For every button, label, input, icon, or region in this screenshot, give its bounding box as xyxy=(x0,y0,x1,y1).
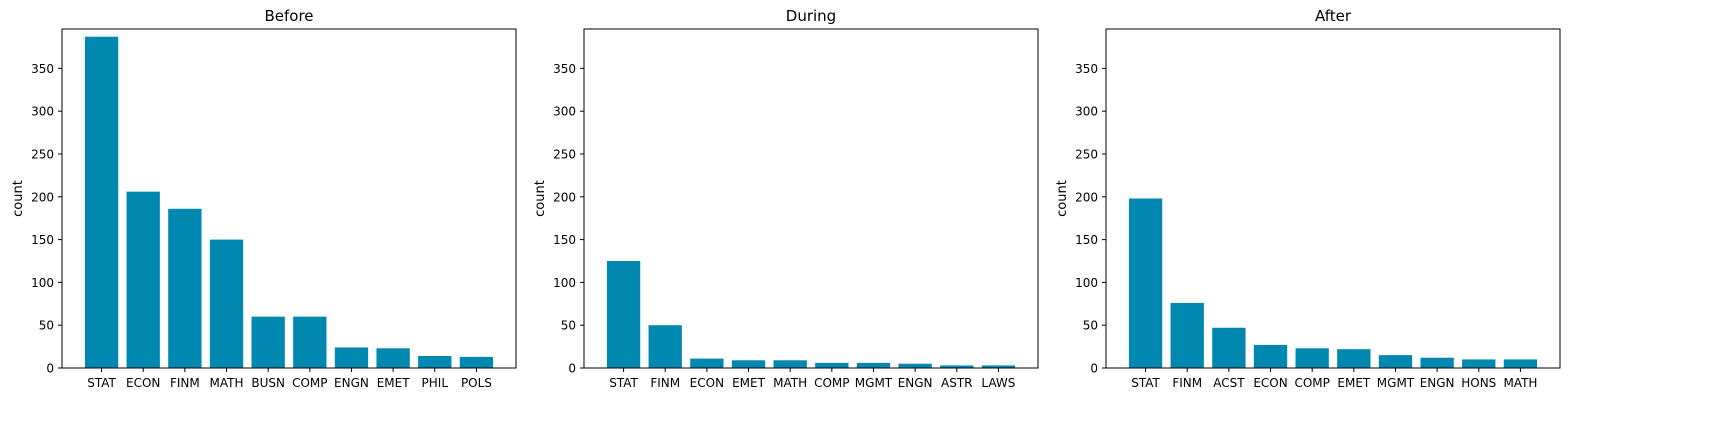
bar-hons xyxy=(1462,359,1496,368)
x-tick-label: COMP xyxy=(1294,376,1329,390)
bar-engn xyxy=(334,347,369,368)
y-tick-label: 200 xyxy=(31,190,54,204)
bar-mgmt xyxy=(1378,355,1413,368)
bar-emet xyxy=(731,360,766,368)
bar-econ xyxy=(126,191,160,368)
bar-math xyxy=(209,239,244,368)
bar-stat xyxy=(1128,198,1163,368)
y-tick-label: 100 xyxy=(1075,276,1098,290)
y-tick-label: 50 xyxy=(561,319,576,333)
bar-busn xyxy=(251,316,285,368)
x-tick-label: ACST xyxy=(1213,376,1245,390)
bar-engn xyxy=(1420,357,1454,368)
x-tick-label: STAT xyxy=(87,376,116,390)
x-tick-label: MATH xyxy=(773,376,807,390)
y-tick-label: 100 xyxy=(31,276,54,290)
x-tick-label: ECON xyxy=(1253,376,1287,390)
chart-panel-during: During count STAT FINM ECON EMET MATH COMP MGM… xyxy=(533,7,1039,390)
x-tick-label: FINM xyxy=(1172,376,1202,390)
y-tick-label: 200 xyxy=(1075,190,1098,204)
y-axis-label: count xyxy=(1055,180,1070,217)
chart-title: Before xyxy=(264,7,313,25)
plot-frame xyxy=(61,28,517,369)
x-tick-label: ENGN xyxy=(898,376,933,390)
chart-panel-after: After count STAT FINM ACST ECON COMP EMET MGMT… xyxy=(1055,7,1561,390)
x-tick-label: ASTR xyxy=(941,376,973,390)
x-tick-label: MATH xyxy=(210,376,244,390)
y-tick-label: 350 xyxy=(31,62,54,76)
chart-title: During xyxy=(786,7,836,25)
bar-finm xyxy=(1170,302,1204,368)
chart-panel-before: Before count STAT ECON FINM MATH BUSN COMP ENG… xyxy=(11,7,517,390)
y-tick-label: 350 xyxy=(1075,62,1098,76)
bar-econ xyxy=(690,358,724,368)
x-tick-label: FINM xyxy=(650,376,680,390)
bar-econ xyxy=(1253,344,1288,368)
y-tick-label: 150 xyxy=(1075,233,1098,247)
x-tick-label: ENGN xyxy=(334,376,369,390)
bar-stat xyxy=(84,36,119,369)
y-tick-label: 0 xyxy=(568,362,576,376)
x-tick-label: MATH xyxy=(1503,376,1537,390)
x-tick-label: BUSN xyxy=(251,376,285,390)
y-tick-label: 0 xyxy=(1090,362,1098,376)
x-tick-label: STAT xyxy=(1131,376,1160,390)
y-tick-label: 250 xyxy=(553,147,576,161)
y-tick-label: 150 xyxy=(553,233,576,247)
bar-acst xyxy=(1212,327,1246,368)
x-tick-label: COMP xyxy=(814,376,849,390)
x-tick-label: MGMT xyxy=(855,376,893,390)
y-axis-label: count xyxy=(11,180,26,217)
x-tick-label: ECON xyxy=(690,376,724,390)
x-tick-label: HONS xyxy=(1461,376,1496,390)
y-tick-label: 250 xyxy=(31,147,54,161)
bar-laws xyxy=(981,365,1016,368)
bar-phil xyxy=(418,356,452,368)
bar-comp xyxy=(1295,348,1329,368)
x-tick-label: EMET xyxy=(732,376,766,390)
y-tick-label: 300 xyxy=(31,105,54,119)
bar-emet xyxy=(376,348,410,368)
bar-math xyxy=(773,360,807,368)
bar-pols xyxy=(459,356,494,368)
y-tick-label: 300 xyxy=(553,105,576,119)
y-tick-label: 350 xyxy=(553,62,576,76)
plot-frame xyxy=(1105,28,1561,369)
x-tick-label: ECON xyxy=(126,376,160,390)
x-tick-label: STAT xyxy=(609,376,638,390)
y-tick-label: 50 xyxy=(1083,319,1098,333)
x-tick-label: EMET xyxy=(377,376,411,390)
bar-finm xyxy=(168,208,202,368)
y-tick-label: 100 xyxy=(553,276,576,290)
x-tick-label: LAWS xyxy=(981,376,1015,390)
chart-title: After xyxy=(1315,7,1352,25)
y-tick-label: 50 xyxy=(39,319,54,333)
x-tick-label: PHIL xyxy=(422,376,449,390)
bar-engn xyxy=(898,363,932,368)
y-tick-label: 150 xyxy=(31,233,54,247)
y-tick-label: 0 xyxy=(46,362,54,376)
bar-mgmt xyxy=(856,362,891,368)
x-tick-label: COMP xyxy=(292,376,327,390)
bar-comp xyxy=(815,362,849,368)
bar-math xyxy=(1503,359,1538,368)
bar-finm xyxy=(648,325,682,368)
plot-frame xyxy=(583,28,1039,369)
x-tick-label: FINM xyxy=(170,376,200,390)
y-tick-label: 300 xyxy=(1075,105,1098,119)
x-tick-label: POLS xyxy=(461,376,492,390)
bar-stat xyxy=(606,260,641,368)
bar-astr xyxy=(940,365,974,368)
y-tick-label: 200 xyxy=(553,190,576,204)
bar-emet xyxy=(1337,349,1371,368)
y-tick-label: 250 xyxy=(1075,147,1098,161)
bar-comp xyxy=(293,316,327,368)
x-tick-label: EMET xyxy=(1337,376,1371,390)
y-axis-label: count xyxy=(533,180,548,217)
x-tick-label: MGMT xyxy=(1377,376,1415,390)
x-tick-label: ENGN xyxy=(1420,376,1455,390)
